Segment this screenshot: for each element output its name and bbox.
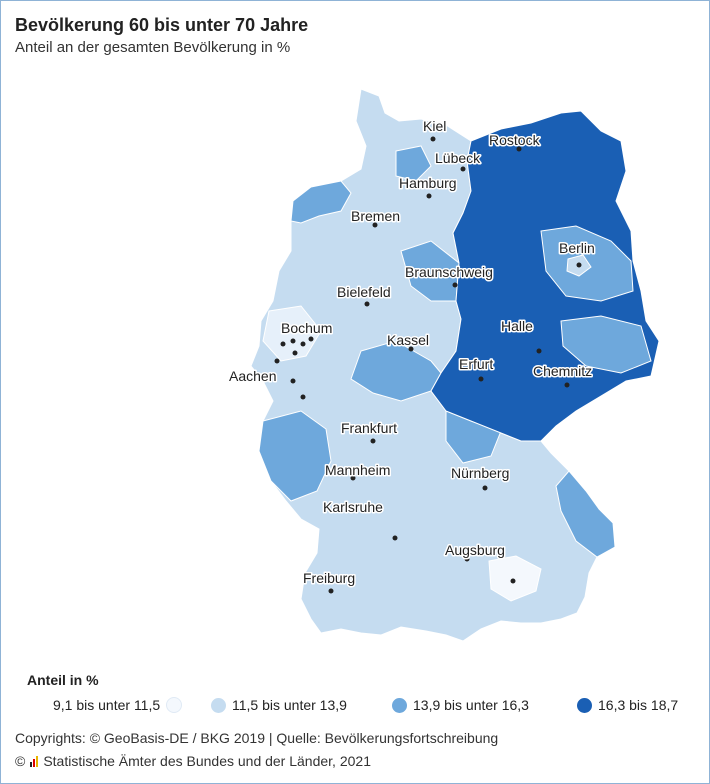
- city-dot-kiel: [430, 136, 436, 142]
- region-muenchen-lightest: [488, 555, 542, 602]
- legend-item-1: 9,1 bis unter 11,5: [53, 697, 183, 713]
- city-dot-kassel: [408, 346, 414, 352]
- city-label-chemnitz: Chemnitz: [533, 363, 592, 379]
- legend-label-4: 16,3 bis 18,7: [598, 697, 679, 713]
- city-dot-bochum-2: [290, 338, 296, 344]
- legend-swatch-1: [166, 697, 183, 713]
- city-label-hamburg: Hamburg: [399, 175, 457, 191]
- map-subtitle: Anteil an der gesamten Bevölkerung in %: [15, 39, 291, 56]
- legend-title: Anteil in %: [27, 672, 99, 688]
- legend-item-3: 13,9 bis unter 16,3: [392, 697, 529, 713]
- city-label-kassel: Kassel: [387, 332, 429, 348]
- city-label-bremen: Bremen: [351, 208, 400, 224]
- statistik-logo-icon: [30, 755, 39, 767]
- city-label-frankfurt: Frankfurt: [341, 420, 397, 436]
- city-dot-bielefeld: [364, 301, 370, 307]
- source-credit-text: Statistische Ämter des Bundes und der Lä…: [43, 753, 371, 769]
- city-label-nuernberg: Nürnberg: [451, 465, 509, 481]
- city-dot-berlin: [576, 262, 582, 268]
- city-dot-rostock: [516, 146, 522, 152]
- city-dots: [274, 136, 582, 594]
- region-sachsen-medium: [560, 315, 652, 374]
- region-niedersachsen-medium: [290, 180, 352, 224]
- city-label-bielefeld: Bielefeld: [337, 284, 391, 300]
- legend-item-2: 11,5 bis unter 13,9: [211, 697, 347, 713]
- city-label-bochum: Bochum: [281, 320, 332, 336]
- city-label-rostock: Rostock: [489, 132, 541, 148]
- region-bayern-east-medium: [555, 470, 616, 558]
- city-dot-karlsruhe: [332, 506, 338, 512]
- city-label-halle: Halle: [501, 318, 533, 334]
- copyright-symbol: ©: [15, 753, 26, 769]
- map-title: Bevölkerung 60 bis unter 70 Jahre: [15, 15, 309, 35]
- city-dot-muenchen: [510, 578, 516, 584]
- city-label-mannheim: Mannheim: [325, 462, 390, 478]
- city-dot-nuernberg: [482, 485, 488, 491]
- city-dot-chemnitz: [564, 382, 570, 388]
- city-dot-bochum-3: [300, 341, 306, 347]
- city-dot-luebeck: [460, 166, 466, 172]
- city-label-berlin: Berlin: [559, 240, 595, 256]
- city-dot-braunschweig: [452, 282, 458, 288]
- city-dot-aachen: [290, 378, 296, 384]
- source-credit: © Statistische Ämter des Bundes und der …: [15, 753, 371, 769]
- legend-item-4: 16,3 bis 18,7: [577, 697, 678, 713]
- city-dot-halle: [536, 348, 542, 354]
- city-label-luebeck: Lübeck: [435, 150, 481, 166]
- city-dot-freiburg: [328, 588, 334, 594]
- legend-label-1: 9,1 bis unter 11,5: [53, 697, 161, 713]
- legend-swatch-4: [577, 697, 592, 713]
- city-dot-bonn: [300, 394, 306, 400]
- city-label-aachen: Aachen: [229, 368, 276, 384]
- city-label-karlsruhe: Karlsruhe: [323, 499, 383, 515]
- city-dot-bochum-5: [292, 350, 298, 356]
- city-dot-erfurt: [478, 376, 484, 382]
- germany-choropleth-map: Kiel Rostock Lübeck Hamburg Bremen Berli…: [228, 88, 660, 642]
- legend-label-2: 11,5 bis unter 13,9: [232, 697, 347, 713]
- city-label-augsburg: Augsburg: [445, 542, 505, 558]
- legend-label-3: 13,9 bis unter 16,3: [413, 697, 529, 713]
- city-dot-augsburg: [464, 556, 470, 562]
- city-label-kiel: Kiel: [423, 118, 446, 134]
- city-dot-bochum-4: [308, 336, 314, 342]
- region-saar-medium: [258, 410, 332, 502]
- city-label-erfurt: Erfurt: [459, 356, 493, 372]
- city-dot-bochum-1: [280, 341, 286, 347]
- city-label-braunschweig: Braunschweig: [405, 264, 493, 280]
- city-dot-bochum-6: [274, 358, 280, 364]
- region-rhein-lightest: [262, 305, 322, 362]
- legend-swatch-3: [392, 697, 407, 713]
- city-dot-mannheim: [350, 475, 356, 481]
- copyright-credit: Copyrights: © GeoBasis-DE / BKG 2019 | Q…: [15, 730, 499, 746]
- region-schleswig-medium: [395, 145, 432, 182]
- city-dot-bremen: [372, 222, 378, 228]
- city-dot-hamburg: [426, 193, 432, 199]
- city-dot-stuttgart: [392, 535, 398, 541]
- city-dot-frankfurt: [370, 438, 376, 444]
- city-label-freiburg: Freiburg: [303, 570, 355, 586]
- legend-swatch-2: [211, 697, 226, 713]
